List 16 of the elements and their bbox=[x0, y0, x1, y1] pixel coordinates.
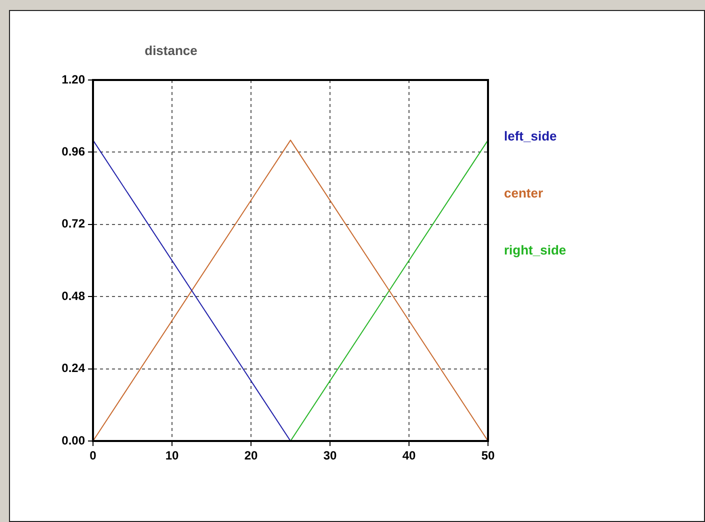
y-tick-label: 0.00 bbox=[62, 433, 86, 448]
text: center bbox=[504, 186, 544, 201]
x-tick-label: 10 bbox=[165, 448, 179, 463]
y-tick-label: 0.24 bbox=[62, 361, 86, 376]
y-axis-title: distance bbox=[144, 43, 198, 58]
y-tick-label: 0.72 bbox=[62, 216, 86, 231]
y-tick-label: 0.48 bbox=[62, 288, 86, 303]
text: right_side bbox=[504, 242, 566, 258]
text: left_side bbox=[504, 128, 557, 144]
x-tick-label: 40 bbox=[402, 448, 416, 463]
x-tick-label: 50 bbox=[481, 448, 495, 463]
x-tick-label: 20 bbox=[244, 448, 258, 463]
y-tick-label: 1.20 bbox=[62, 72, 86, 86]
y-tick-label: 0.96 bbox=[62, 144, 86, 159]
x-tick-label: 0 bbox=[90, 448, 97, 463]
x-tick-label: 30 bbox=[323, 448, 337, 463]
